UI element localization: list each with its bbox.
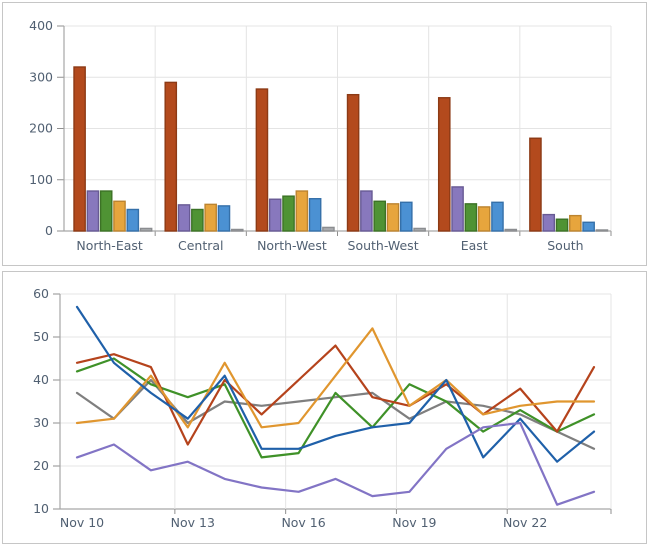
x-axis-label: Nov 19 (392, 515, 436, 530)
bar-South-green[interactable] (555, 218, 569, 232)
bar-South-West-blue[interactable] (400, 201, 413, 232)
bar-series-gray (139, 226, 609, 232)
bar-series-blue (126, 198, 595, 232)
bar-South-West-purple[interactable] (360, 190, 373, 232)
bar-East-blue[interactable] (491, 201, 504, 232)
y-axis-label: 20 (33, 458, 49, 473)
line-chart: 60 50 40 30 20 10 Nov 10 Nov 13 Nov 16 Nov 19 Nov … (33, 286, 612, 530)
y-axis-label: 60 (33, 286, 49, 301)
y-axis-label: 400 (29, 18, 53, 33)
y-axis-label: 40 (33, 372, 49, 387)
bar-chart: 400 300 200 100 0 North-East Central North-West… (29, 18, 612, 253)
line-series-green[interactable] (75, 357, 596, 459)
bar-East-gray[interactable] (504, 228, 518, 232)
bar-North-West-green[interactable] (282, 195, 295, 232)
category-label: Central (178, 238, 224, 253)
bar-South-blue[interactable] (582, 221, 595, 232)
bar-Central-rust[interactable] (164, 81, 178, 232)
line-series-blue[interactable] (75, 305, 596, 463)
x-axis-label: Nov 16 (281, 515, 325, 530)
bar-series-orange (113, 190, 582, 232)
bar-chart-panel: 400 300 200 100 0 North-East Central North-West… (2, 2, 647, 266)
bar-North-West-gray[interactable] (322, 226, 335, 232)
line-chart-panel: 60 50 40 30 20 10 Nov 10 Nov 13 Nov 16 Nov 19 Nov … (2, 271, 647, 544)
bar-Central-blue[interactable] (217, 205, 231, 232)
bar-Central-purple[interactable] (177, 204, 191, 232)
line-series-orange[interactable] (75, 327, 596, 429)
category-label: North-West (257, 238, 327, 253)
category-label: South (547, 238, 583, 253)
bar-South-gray[interactable] (595, 229, 609, 232)
bar-series-green (99, 190, 569, 232)
bar-North-East-orange[interactable] (113, 200, 126, 232)
bar-North-East-blue[interactable] (126, 208, 140, 232)
y-axis-label: 30 (33, 415, 49, 430)
y-axis-label: 10 (33, 501, 49, 516)
y-axis-label: 300 (29, 69, 53, 84)
line-series-purple[interactable] (75, 421, 596, 506)
bar-South-rust[interactable] (529, 137, 542, 232)
bar-East-rust[interactable] (437, 97, 451, 232)
x-axis-label: Nov 10 (60, 515, 104, 530)
bar-series-purple (86, 186, 556, 232)
y-axis-label: 100 (29, 172, 53, 187)
bar-North-West-orange[interactable] (295, 190, 309, 232)
bar-North-West-purple[interactable] (268, 198, 282, 232)
category-label: North-East (76, 238, 143, 253)
y-axis-label: 50 (33, 329, 49, 344)
bar-North-West-rust[interactable] (255, 88, 269, 232)
bar-South-West-orange[interactable] (386, 203, 400, 232)
y-axis-label: 200 (29, 121, 53, 136)
y-axis-label: 0 (45, 223, 53, 238)
bar-North-East-green[interactable] (99, 190, 113, 232)
bar-series-rust (73, 66, 542, 232)
bar-Central-green[interactable] (191, 208, 204, 232)
bar-North-East-rust[interactable] (73, 66, 86, 232)
x-axis-label: Nov 22 (503, 515, 547, 530)
bar-East-purple[interactable] (451, 186, 464, 232)
bar-North-East-purple[interactable] (86, 190, 100, 232)
bar-East-orange[interactable] (477, 206, 491, 232)
x-axis-label: Nov 13 (171, 515, 215, 530)
category-label: East (461, 238, 488, 253)
bar-South-West-rust[interactable] (346, 93, 360, 232)
bar-South-West-gray[interactable] (413, 227, 426, 232)
bar-South-orange[interactable] (569, 214, 582, 232)
category-label: South-West (348, 238, 419, 253)
bar-South-purple[interactable] (542, 213, 556, 232)
bar-North-West-blue[interactable] (308, 198, 322, 232)
bar-South-West-green[interactable] (373, 200, 387, 232)
bar-Central-orange[interactable] (204, 203, 217, 232)
bar-North-East-gray[interactable] (139, 227, 153, 232)
bar-Central-gray[interactable] (230, 228, 244, 232)
bar-East-green[interactable] (464, 203, 478, 232)
